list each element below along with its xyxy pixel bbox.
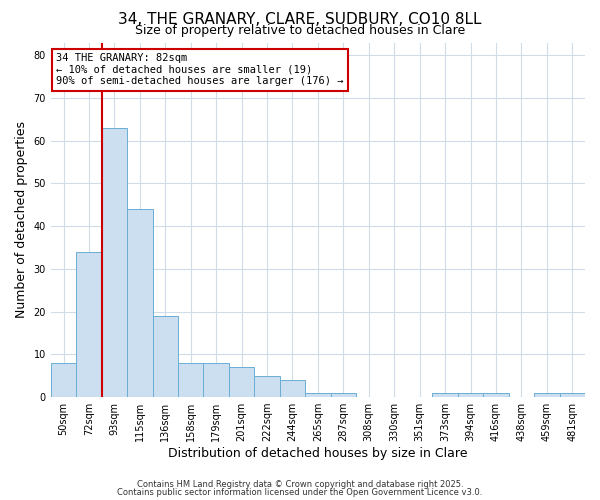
- Bar: [101, 128, 127, 397]
- X-axis label: Distribution of detached houses by size in Clare: Distribution of detached houses by size …: [168, 447, 467, 460]
- Bar: [51, 363, 76, 397]
- Text: Contains public sector information licensed under the Open Government Licence v3: Contains public sector information licen…: [118, 488, 482, 497]
- Bar: [280, 380, 305, 397]
- Bar: [331, 393, 356, 397]
- Bar: [433, 393, 458, 397]
- Bar: [127, 209, 152, 397]
- Text: Size of property relative to detached houses in Clare: Size of property relative to detached ho…: [135, 24, 465, 37]
- Text: 34, THE GRANARY, CLARE, SUDBURY, CO10 8LL: 34, THE GRANARY, CLARE, SUDBURY, CO10 8L…: [118, 12, 482, 28]
- Text: 34 THE GRANARY: 82sqm
← 10% of detached houses are smaller (19)
90% of semi-deta: 34 THE GRANARY: 82sqm ← 10% of detached …: [56, 53, 344, 86]
- Bar: [178, 363, 203, 397]
- Bar: [534, 393, 560, 397]
- Bar: [229, 367, 254, 397]
- Bar: [305, 393, 331, 397]
- Bar: [483, 393, 509, 397]
- Bar: [203, 363, 229, 397]
- Bar: [560, 393, 585, 397]
- Text: Contains HM Land Registry data © Crown copyright and database right 2025.: Contains HM Land Registry data © Crown c…: [137, 480, 463, 489]
- Bar: [458, 393, 483, 397]
- Bar: [152, 316, 178, 397]
- Bar: [76, 252, 101, 397]
- Y-axis label: Number of detached properties: Number of detached properties: [15, 122, 28, 318]
- Bar: [254, 376, 280, 397]
